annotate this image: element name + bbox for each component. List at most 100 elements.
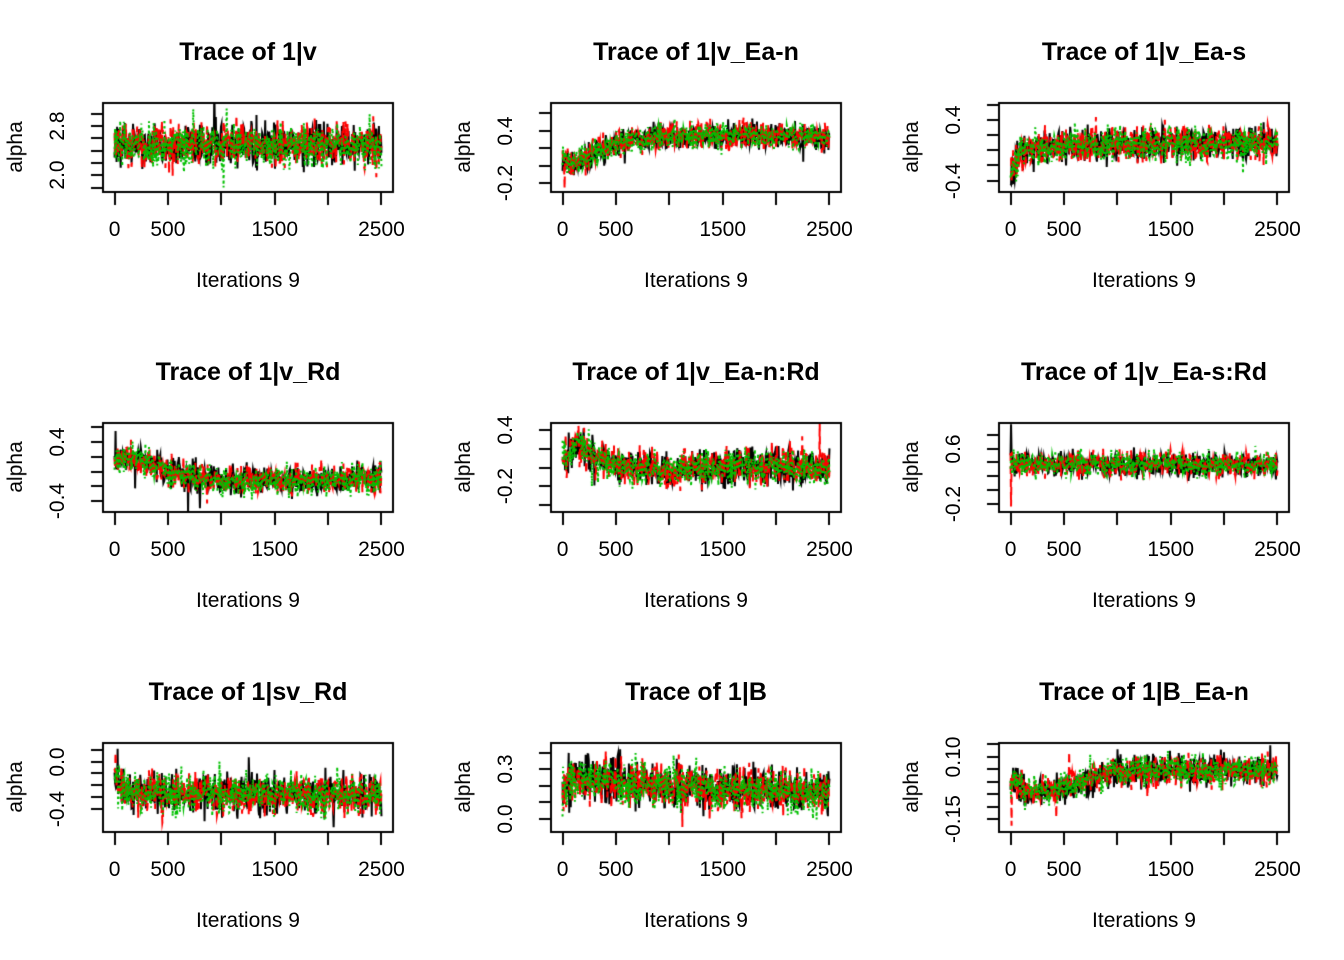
x-tick-label: 1500	[699, 218, 747, 241]
y-axis-label: alpha	[4, 441, 27, 493]
y-tick-label: 2.0	[46, 160, 69, 190]
x-tick-label: 500	[598, 538, 634, 561]
x-tick-label: 2500	[1254, 538, 1301, 561]
x-tick-label: 2500	[1254, 858, 1301, 881]
y-tick-label: -0.15	[942, 795, 965, 844]
x-tick-label: 1500	[699, 858, 747, 881]
x-tick-label: 500	[150, 538, 186, 561]
x-tick-label: 0	[556, 218, 569, 241]
trace-plot-canvas	[0, 640, 448, 960]
trace-plot-canvas	[896, 320, 1344, 640]
trace-plot-canvas	[896, 640, 1344, 960]
x-axis-label: Iterations 9	[644, 269, 748, 292]
x-axis-label: Iterations 9	[196, 269, 300, 292]
x-tick-label: 1500	[1147, 218, 1195, 241]
plot-title: Trace of 1|v	[179, 38, 317, 66]
x-axis-label: Iterations 9	[1092, 589, 1196, 612]
x-tick-label: 0	[108, 858, 121, 881]
x-tick-label: 0	[556, 538, 569, 561]
y-axis-label: alpha	[4, 761, 27, 813]
trace-plot-panel-1v-ea-n: Trace of 1|v_Ea-n alpha Iterations 9 -0.…	[448, 0, 896, 320]
x-axis-label: Iterations 9	[196, 589, 300, 612]
y-tick-label: -0.2	[942, 485, 965, 522]
y-axis-label: alpha	[452, 761, 475, 813]
y-axis-label: alpha	[452, 121, 475, 173]
plot-title: Trace of 1|sv_Rd	[148, 678, 348, 706]
x-tick-label: 2500	[1254, 218, 1301, 241]
trace-plot-panel-1v: Trace of 1|v alpha Iterations 9 2.0 2.8 0 5…	[0, 0, 448, 320]
x-tick-label: 2500	[358, 538, 405, 561]
trace-plot-panel-1v-ea-n-rd: Trace of 1|v_Ea-n:Rd alpha Iterations 9 …	[448, 320, 896, 640]
x-tick-label: 2500	[358, 858, 405, 881]
x-tick-label: 0	[1004, 538, 1017, 561]
plot-title: Trace of 1|v_Ea-s	[1041, 38, 1247, 66]
trace-plot-panel-1v-ea-s-rd: Trace of 1|v_Ea-s:Rd alpha Iterations 9 …	[896, 320, 1344, 640]
trace-plot-canvas	[896, 0, 1344, 320]
x-tick-label: 500	[150, 858, 186, 881]
y-axis-label: alpha	[900, 441, 923, 493]
y-tick-label: 0.6	[942, 433, 965, 464]
x-tick-label: 0	[108, 538, 121, 561]
trace-plot-canvas	[0, 0, 448, 320]
x-tick-label: 500	[1046, 538, 1082, 561]
y-tick-label: 0.4	[494, 415, 517, 445]
x-tick-label: 0	[108, 218, 121, 241]
trace-plot-canvas	[0, 320, 448, 640]
x-tick-label: 1500	[1147, 538, 1195, 561]
trace-plot-canvas	[448, 640, 896, 960]
trace-plot-panel-1b: Trace of 1|B alpha Iterations 9 0.0 0.3 0 5…	[448, 640, 896, 960]
x-axis-label: Iterations 9	[644, 589, 748, 612]
x-axis-label: Iterations 9	[1092, 269, 1196, 292]
trace-plot-panel-1b-ea-n: Trace of 1|B_Ea-n alpha Iterations 9 -0.…	[896, 640, 1344, 960]
x-tick-label: 500	[150, 218, 186, 241]
x-tick-label: 2500	[358, 218, 405, 241]
y-tick-label: 0.4	[494, 116, 517, 146]
trace-plot-canvas	[448, 320, 896, 640]
x-tick-label: 1500	[251, 858, 299, 881]
y-axis-label: alpha	[452, 441, 475, 493]
x-tick-label: 1500	[251, 218, 299, 241]
y-axis-label: alpha	[4, 121, 27, 173]
y-tick-label: 2.8	[46, 111, 69, 141]
x-tick-label: 1500	[251, 538, 299, 561]
x-axis-label: Iterations 9	[196, 909, 300, 932]
y-axis-label: alpha	[900, 761, 923, 813]
trace-plot-canvas	[448, 0, 896, 320]
x-tick-label: 0	[1004, 218, 1017, 241]
plot-title: Trace of 1|v_Ea-n:Rd	[572, 358, 820, 386]
y-tick-label: 0.4	[942, 105, 965, 135]
x-tick-label: 500	[1046, 218, 1082, 241]
y-tick-label: 0.0	[494, 804, 517, 834]
x-tick-label: 500	[1046, 858, 1082, 881]
trace-plot-panel-1v-rd: Trace of 1|v_Rd alpha Iterations 9 -0.4 0…	[0, 320, 448, 640]
y-tick-label: 0.4	[46, 427, 69, 457]
x-axis-label: Iterations 9	[644, 909, 748, 932]
plot-title: Trace of 1|v_Ea-s:Rd	[1021, 358, 1267, 386]
y-tick-label: 0.3	[494, 754, 517, 784]
plot-title: Trace of 1|B_Ea-n	[1039, 678, 1249, 706]
x-tick-label: 1500	[1147, 858, 1195, 881]
y-tick-label: -0.2	[494, 468, 517, 505]
plot-title: Trace of 1|v_Rd	[155, 358, 341, 386]
x-tick-label: 1500	[699, 538, 747, 561]
y-tick-label: -0.4	[46, 482, 69, 520]
y-axis-label: alpha	[900, 121, 923, 173]
y-tick-label: -0.4	[942, 162, 965, 199]
trace-plot-panel-1v-ea-s: Trace of 1|v_Ea-s alpha Iterations 9 -0.…	[896, 0, 1344, 320]
x-tick-label: 500	[598, 858, 634, 881]
x-tick-label: 0	[556, 858, 569, 881]
y-tick-label: 0.0	[46, 747, 69, 777]
x-axis-label: Iterations 9	[1092, 909, 1196, 932]
y-tick-label: 0.10	[942, 736, 965, 778]
plot-title: Trace of 1|v_Ea-n	[593, 38, 799, 66]
x-tick-label: 500	[598, 218, 634, 241]
y-tick-label: -0.4	[46, 790, 69, 827]
x-tick-label: 2500	[806, 858, 853, 881]
trace-plot-panel-1sv-rd: Trace of 1|sv_Rd alpha Iterations 9 -0.4…	[0, 640, 448, 960]
x-tick-label: 2500	[806, 538, 853, 561]
x-tick-label: 2500	[806, 218, 853, 241]
y-tick-label: -0.2	[494, 165, 517, 202]
x-tick-label: 0	[1004, 858, 1017, 881]
plot-title: Trace of 1|B	[625, 678, 767, 706]
